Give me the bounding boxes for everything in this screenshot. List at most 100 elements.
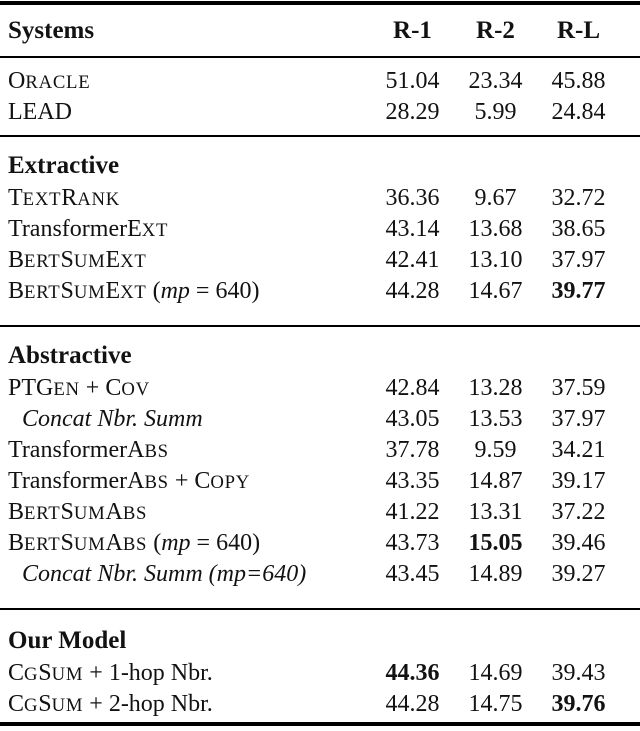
column-header-systems: Systems — [8, 16, 95, 44]
r1-value: 44.36 — [385, 660, 440, 686]
system-name-segment: ( — [146, 278, 161, 304]
table-row: BERTSUMABS (mp = 640) 43.73 15.05 39.46 — [0, 528, 640, 559]
r1-value: 42.84 — [385, 375, 440, 401]
system-name-segment: S — [60, 530, 74, 556]
system-name-segment: EN — [53, 379, 80, 400]
rl-value: 38.65 — [551, 216, 606, 242]
r1-value: 43.14 — [385, 216, 440, 242]
system-name: LEAD — [0, 97, 371, 128]
system-name-segment: Transformer — [8, 437, 128, 463]
section-header: Our Model — [8, 627, 127, 654]
r1-value: 44.28 — [385, 278, 440, 304]
r2-value: 14.89 — [468, 561, 523, 587]
table-row: BERTSUMEXT (mp = 640) 44.28 14.67 39.77 — [0, 276, 640, 307]
table-row: TransformerABS 37.78 9.59 34.21 — [0, 435, 640, 466]
header-rule — [0, 56, 640, 58]
system-name: PTGEN + COV — [0, 373, 371, 404]
table-row: CGSUM + 2-hop Nbr. 44.28 14.75 39.76 — [0, 689, 640, 720]
column-header-r2: R-2 — [476, 16, 515, 44]
system-name-segment: BS — [122, 534, 148, 555]
system-name: Concat Nbr. Summ — [0, 404, 371, 435]
rl-value: 39.77 — [551, 278, 606, 304]
r2-value: 14.69 — [468, 660, 523, 686]
system-name-segment: LEAD — [8, 99, 72, 125]
section-header: Abstractive — [8, 342, 132, 369]
system-name-segment: S — [38, 660, 52, 686]
system-name-segment: T — [8, 185, 23, 211]
table-header-row: Systems R-1 R-2 R-L — [0, 5, 640, 56]
rl-value: 39.17 — [551, 468, 606, 494]
r1-value: 44.28 — [385, 691, 440, 717]
system-name-segment: XT — [141, 220, 169, 241]
r2-value: 14.67 — [468, 278, 523, 304]
section-header: Extractive — [8, 152, 120, 179]
system-name-segment: B — [8, 278, 25, 304]
r1-value: 37.78 — [385, 437, 440, 463]
system-name: TransformerABS — [0, 435, 371, 466]
system-name: BERTSUMABS — [0, 497, 371, 528]
r1-value: 43.45 — [385, 561, 440, 587]
table-row: BERTSUMEXT 42.41 13.10 37.97 — [0, 245, 640, 276]
system-name-segment: ERT — [24, 534, 61, 555]
table-section: Extractive TEXTRANK 36.36 9.67 32.72 Transfor… — [0, 137, 640, 325]
system-name-segment: UM — [73, 503, 106, 524]
table-row: PTGEN + COV 42.84 13.28 37.59 — [0, 373, 640, 404]
section-divider-rule — [0, 325, 640, 327]
system-name-segment: + 1-hop Nbr. — [83, 660, 213, 686]
r2-value: 13.10 — [468, 247, 523, 273]
system-name: TransformerABS + COPY — [0, 466, 371, 497]
r2-value: 13.28 — [468, 375, 523, 401]
system-name-segment: S — [60, 278, 74, 304]
r1-value: 43.35 — [385, 468, 440, 494]
system-name: ORACLE — [0, 66, 371, 97]
system-name-segment: Transformer — [8, 216, 128, 242]
table-section: ORACLE 51.04 23.34 45.88 LEAD 28.29 5.99 24.84 — [0, 58, 640, 135]
system-name-segment: + C — [168, 468, 211, 494]
rl-value: 39.76 — [551, 691, 606, 717]
rl-value: 39.27 — [551, 561, 606, 587]
table-row: ORACLE 51.04 23.34 45.88 — [0, 66, 640, 97]
system-name-segment: E — [105, 247, 121, 273]
system-name: BERTSUMEXT (mp = 640) — [0, 276, 371, 307]
system-name-segment: = 640) — [189, 278, 260, 304]
system-name: CGSUM + 2-hop Nbr. — [0, 689, 371, 720]
table-row: TEXTRANK 36.36 9.67 32.72 — [0, 183, 640, 214]
table-row: CGSUM + 1-hop Nbr. 44.36 14.69 39.43 — [0, 658, 640, 689]
system-name-segment: ERT — [24, 503, 61, 524]
system-name-segment: O — [8, 68, 26, 94]
system-name-segment: ANK — [77, 189, 121, 210]
system-name-segment: OV — [121, 379, 150, 400]
system-name-segment: E — [127, 216, 142, 242]
system-name: BERTSUMABS (mp = 640) — [0, 528, 371, 559]
rl-value: 34.21 — [551, 437, 606, 463]
system-name: CGSUM + 1-hop Nbr. — [0, 658, 371, 689]
r2-value: 15.05 — [468, 530, 523, 556]
table-body: ORACLE 51.04 23.34 45.88 LEAD 28.29 5.99 24.84 E… — [0, 58, 640, 722]
rl-value: 39.43 — [551, 660, 606, 686]
system-name-segment: B — [8, 247, 25, 273]
system-name-segment: = 640) — [190, 530, 261, 556]
system-name-segment: UM — [51, 695, 84, 716]
system-name-segment: G — [24, 695, 39, 716]
table-row: Concat Nbr. Summ 43.05 13.53 37.97 — [0, 404, 640, 435]
table-section: Our Model CGSUM + 1-hop Nbr. 44.36 14.69 39.… — [0, 610, 640, 722]
system-name-segment: S — [60, 247, 74, 273]
r2-value: 13.31 — [468, 499, 523, 525]
table-row: TransformerABS + COPY 43.35 14.87 39.17 — [0, 466, 640, 497]
system-name: TEXTRANK — [0, 183, 371, 214]
system-name-segment: UM — [73, 251, 106, 272]
rl-value: 37.97 — [551, 406, 606, 432]
table-top-rule — [0, 1, 640, 5]
table-row: BERTSUMABS 41.22 13.31 37.22 — [0, 497, 640, 528]
r2-value: 14.87 — [468, 468, 523, 494]
r2-value: 9.67 — [474, 185, 517, 211]
system-name-segment: A — [127, 437, 145, 463]
rl-value: 37.22 — [551, 499, 606, 525]
section-divider-rule — [0, 135, 640, 137]
system-name-segment: ERT — [24, 251, 61, 272]
r2-value: 9.59 — [474, 437, 517, 463]
system-name-segment: OPY — [210, 472, 251, 493]
system-name-segment: E — [105, 278, 121, 304]
system-name-segment: G — [24, 664, 39, 685]
table-row: TransformerEXT 43.14 13.68 38.65 — [0, 214, 640, 245]
